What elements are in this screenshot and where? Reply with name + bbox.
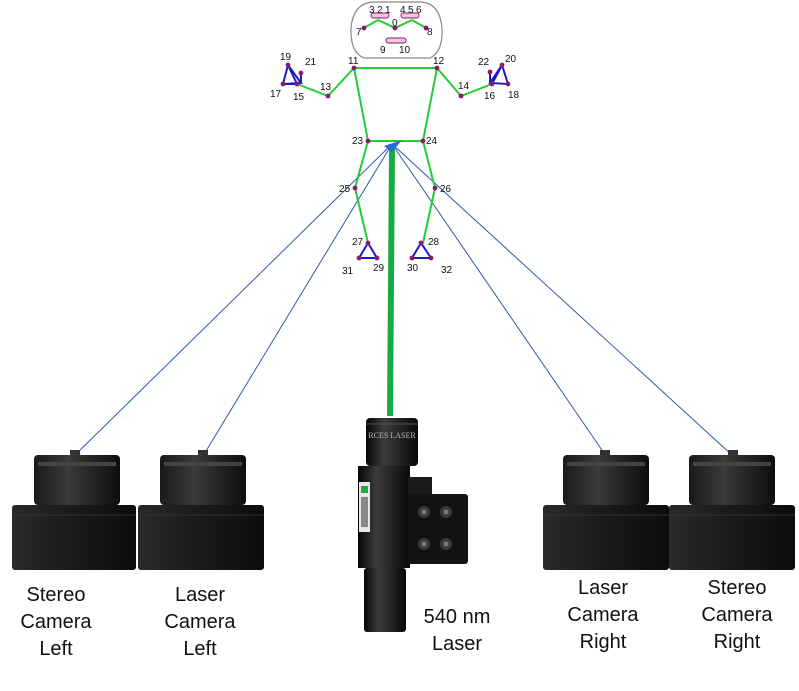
- label-stereo-camera-right: Stereo Camera Right: [701, 577, 773, 653]
- kp-18: 18: [508, 90, 520, 101]
- kp-23: 23: [352, 136, 364, 147]
- kp-8: 8: [427, 27, 433, 38]
- kp-30: 30: [407, 263, 419, 274]
- kp-6: 6: [416, 5, 422, 16]
- face: [363, 19, 427, 29]
- laser-beam: [387, 147, 395, 417]
- kp-16: 16: [484, 91, 496, 102]
- ray-stereo-left: [73, 143, 393, 457]
- kp-22: 22: [478, 57, 490, 68]
- skeleton: [296, 67, 493, 244]
- kp-7: 7: [356, 27, 362, 38]
- limb-triangles: [281, 62, 510, 259]
- kp-28: 28: [428, 237, 440, 248]
- kp-31: 31: [342, 266, 354, 277]
- kp-0: 0: [392, 18, 398, 29]
- kp-1: 1: [385, 5, 391, 16]
- keypoint-labels: 0 1 2 3 4 5 6 7 8 9 10 11 12 13 14 15 16…: [270, 5, 520, 277]
- kp-4: 4: [400, 5, 406, 16]
- kp-11: 11: [348, 56, 359, 67]
- kp-10: 10: [399, 45, 411, 56]
- kp-12: 12: [433, 56, 445, 67]
- kp-32: 32: [441, 265, 453, 276]
- kp-13: 13: [320, 82, 332, 93]
- kp-15: 15: [293, 92, 305, 103]
- camera-laser-left: [138, 450, 264, 570]
- kp-24: 24: [426, 136, 438, 147]
- kp-20: 20: [505, 54, 517, 65]
- kp-17: 17: [270, 89, 282, 100]
- laser-device: RCES LASER: [358, 418, 468, 632]
- kp-21: 21: [305, 57, 317, 68]
- laser-target-marker: [384, 140, 402, 152]
- keypoint-dots: [280, 25, 511, 261]
- ray-laser-left: [202, 143, 393, 457]
- label-laser: 540 nm Laser: [423, 606, 491, 655]
- kp-25: 25: [339, 184, 351, 195]
- label-laser-camera-left: Laser Camera Left: [164, 584, 236, 660]
- kp-19: 19: [280, 52, 292, 63]
- camera-rays: [73, 143, 734, 457]
- ray-stereo-right: [391, 143, 734, 457]
- face-eyes: [370, 12, 420, 44]
- kp-5: 5: [408, 5, 414, 16]
- kp-3: 3: [369, 5, 375, 16]
- label-stereo-camera-left: Stereo Camera Left: [20, 584, 92, 660]
- kp-9: 9: [380, 45, 386, 56]
- camera-laser-right: [543, 450, 669, 570]
- kp-2: 2: [377, 5, 383, 16]
- camera-stereo-left: [12, 450, 136, 570]
- kp-27: 27: [352, 237, 364, 248]
- laser-housing-text: RCES LASER: [368, 431, 416, 440]
- kp-14: 14: [458, 81, 470, 92]
- kp-26: 26: [440, 184, 452, 195]
- ray-laser-right: [391, 143, 607, 457]
- kp-29: 29: [373, 263, 385, 274]
- label-laser-camera-right: Laser Camera Right: [567, 577, 639, 653]
- camera-stereo-right: [669, 450, 795, 570]
